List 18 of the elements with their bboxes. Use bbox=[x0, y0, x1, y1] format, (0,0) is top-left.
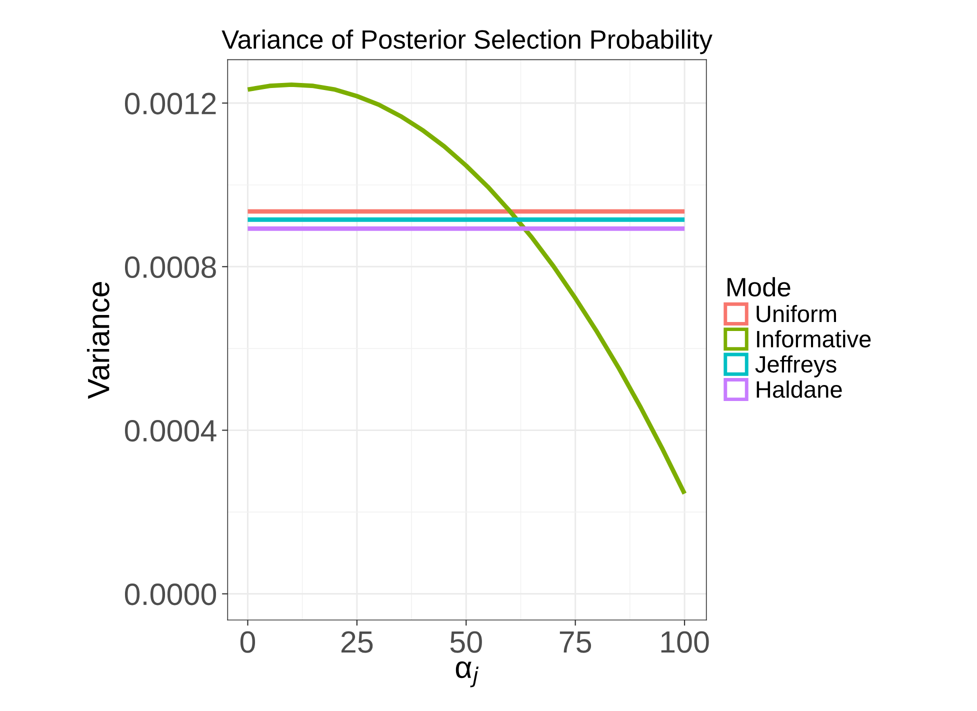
line-series bbox=[246, 82, 687, 496]
chart-title: Variance of Posterior Selection Probability bbox=[222, 29, 712, 54]
y-tick-label: 0.0000 bbox=[124, 584, 216, 606]
legend-label: Jeffreys bbox=[755, 355, 836, 378]
x-tick-label: 25 bbox=[341, 631, 373, 653]
legend-label: Informative bbox=[757, 330, 871, 348]
y-tick-label: 0.0004 bbox=[124, 420, 216, 442]
x-axis-title: α$_{j}$ bbox=[456, 661, 479, 688]
legend-label: Uniform bbox=[756, 304, 836, 322]
x-tick-label: 100 bbox=[661, 631, 709, 653]
y-tick-label: 0.0008 bbox=[124, 256, 216, 278]
legend-title: Mode bbox=[728, 277, 790, 297]
y-tick-label: 0.0012 bbox=[124, 92, 216, 114]
x-tick-label: 75 bbox=[560, 632, 592, 653]
legend-label: Haldane bbox=[756, 380, 842, 398]
x-tick-label: 50 bbox=[450, 631, 482, 653]
y-axis-title: Variance bbox=[86, 282, 110, 399]
x-tick-label: 0 bbox=[240, 631, 256, 653]
